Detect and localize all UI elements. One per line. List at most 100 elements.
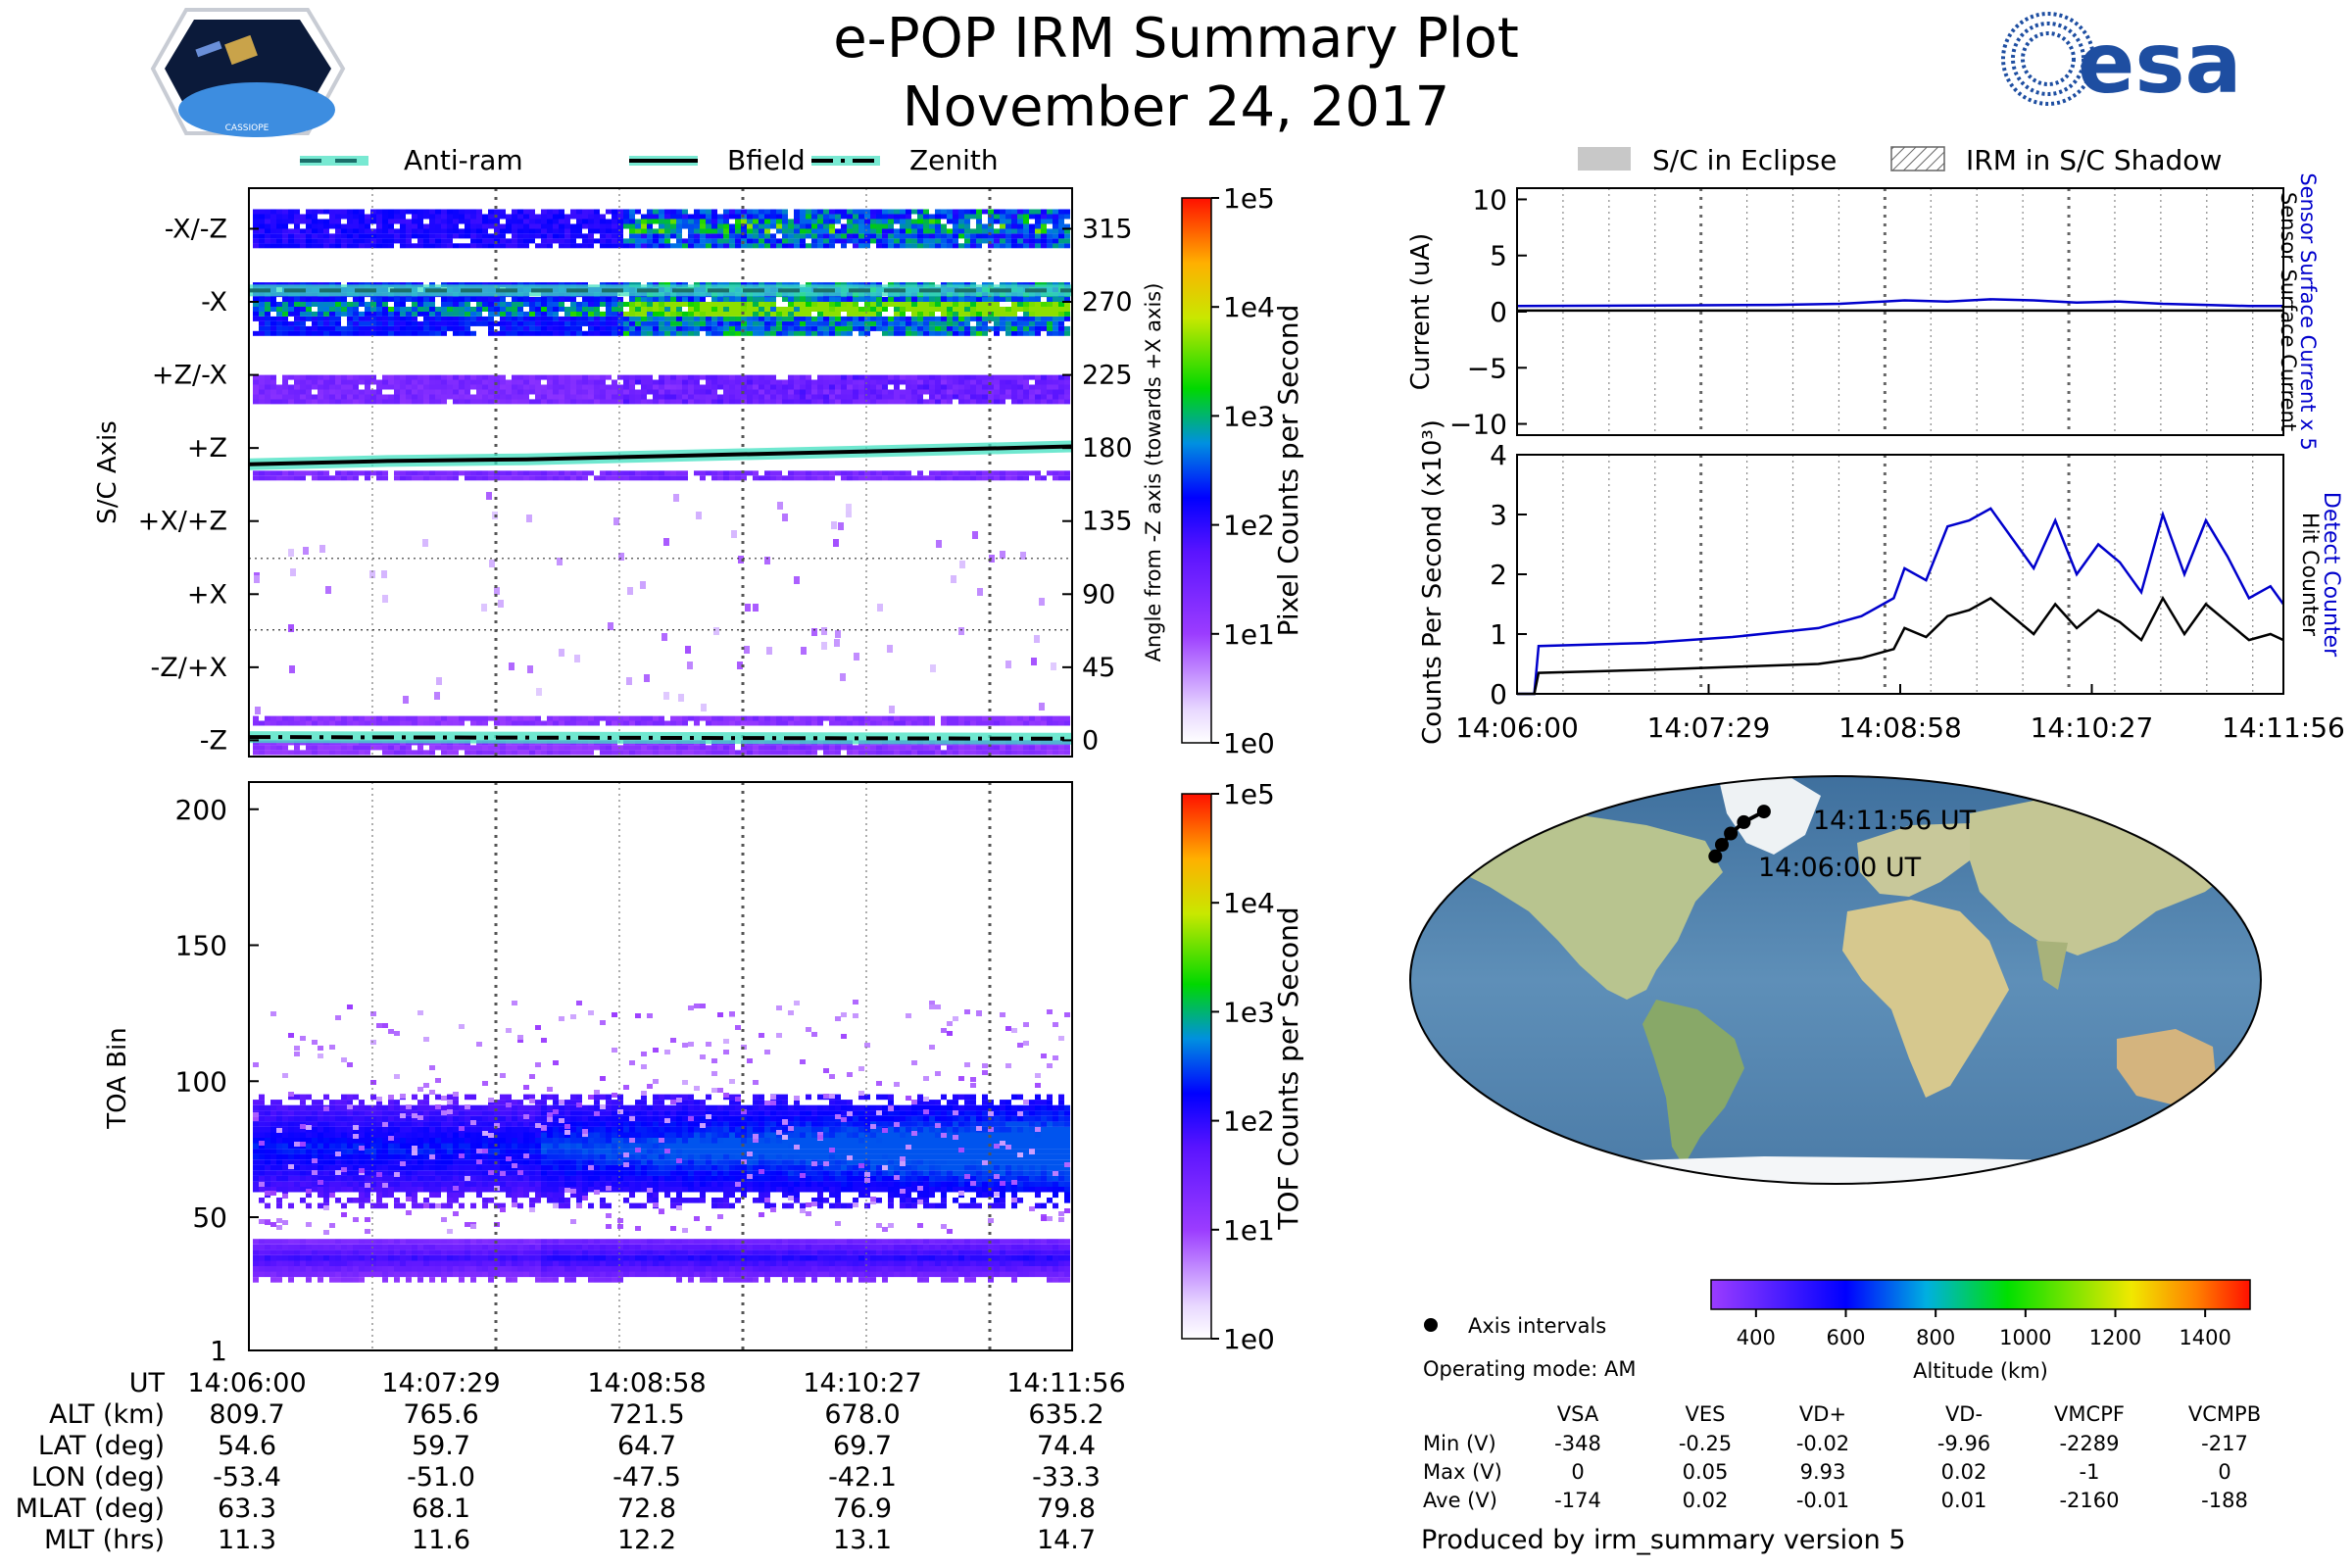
heat-cell (994, 399, 1000, 405)
heat-cell (858, 330, 864, 336)
heat-cell (465, 470, 470, 476)
heat-cell (388, 374, 394, 380)
heat-cell (465, 379, 470, 385)
heat-cell (482, 384, 488, 390)
heat-cell (623, 223, 629, 229)
angle-tick-label: 135 (1082, 507, 1133, 537)
toa-cell (312, 1110, 318, 1116)
heat-cell (747, 394, 753, 400)
heat-cell (876, 223, 882, 229)
heat-cell (559, 320, 564, 326)
heat-cell (782, 228, 788, 234)
heat-cell (288, 302, 294, 307)
heat-cell (417, 233, 423, 239)
toa-cell (288, 1121, 294, 1127)
heat-cell (617, 316, 623, 321)
heat-cell (676, 238, 682, 244)
heat-cell (906, 325, 911, 331)
heat-cell (794, 307, 800, 312)
heat-cell (864, 374, 870, 380)
heat-cell (541, 297, 547, 302)
heat-cell (270, 750, 276, 756)
heat-cell (753, 750, 759, 756)
heat-cell (864, 379, 870, 385)
heat-cell (282, 470, 288, 476)
heat-cell (606, 233, 612, 239)
heat-cell (288, 720, 294, 726)
heat-cell (394, 384, 400, 390)
toa-cell (276, 1115, 282, 1122)
heat-cell (670, 470, 676, 476)
heat-cell (429, 720, 435, 726)
heat-cell (353, 389, 359, 395)
heat-cell (582, 297, 588, 302)
heat-cell (788, 316, 794, 321)
heat-speckle (1051, 662, 1056, 670)
heat-cell (300, 394, 306, 400)
heat-cell (670, 219, 676, 224)
heat-cell (882, 750, 888, 756)
heat-speckle (696, 512, 702, 519)
toa-cell (306, 1271, 312, 1278)
heat-cell (711, 219, 717, 224)
heat-cell (858, 325, 864, 331)
heat-cell (276, 750, 282, 756)
heat-cell (600, 320, 606, 326)
heat-cell (488, 219, 494, 224)
heat-speckle (840, 673, 846, 681)
heat-cell (641, 475, 647, 481)
heat-cell (588, 297, 594, 302)
heat-cell (823, 389, 829, 395)
heat-cell (664, 243, 670, 249)
heat-cell (858, 399, 864, 405)
heat-cell (635, 243, 641, 249)
heat-cell (512, 214, 517, 220)
heat-cell (612, 316, 617, 321)
heat-cell (1058, 399, 1064, 405)
heat-cell (853, 745, 858, 751)
heat-cell (847, 307, 853, 312)
heat-cell (376, 209, 382, 215)
heat-cell (894, 325, 900, 331)
heat-cell (1058, 311, 1064, 317)
heat-cell (359, 325, 365, 331)
heat-cell (929, 330, 935, 336)
heat-cell (682, 311, 688, 317)
heat-cell (541, 233, 547, 239)
toa-heatmap (253, 1000, 1070, 1283)
toa-cell (270, 1132, 276, 1138)
toa-cell (370, 1250, 376, 1255)
heat-cell (600, 394, 606, 400)
heat-cell (500, 470, 506, 476)
heat-cell (517, 223, 523, 229)
heat-cell (606, 209, 612, 215)
heat-cell (435, 715, 441, 721)
heat-cell (747, 302, 753, 307)
heat-cell (729, 228, 735, 234)
toa-cell (318, 1138, 323, 1144)
heat-cell (606, 307, 612, 312)
heat-cell (465, 394, 470, 400)
heat-cell (1023, 475, 1029, 481)
heat-cell (788, 715, 794, 721)
heat-cell (406, 394, 412, 400)
heat-cell (953, 307, 958, 312)
heat-cell (641, 219, 647, 224)
toa-cell (329, 1159, 335, 1165)
heat-cell (318, 228, 323, 234)
heat-cell (1005, 745, 1011, 751)
heat-cell (717, 374, 723, 380)
heat-cell (382, 307, 388, 312)
heat-cell (700, 238, 706, 244)
heat-cell (388, 394, 394, 400)
heat-cell (864, 384, 870, 390)
toa-cell (276, 1104, 282, 1111)
heat-cell (1029, 715, 1035, 721)
heat-cell (253, 475, 259, 481)
heat-cell (806, 214, 811, 220)
page-title: e-POP IRM Summary Plot (833, 7, 1519, 71)
heat-cell (817, 330, 823, 336)
toa-cell (312, 1181, 318, 1187)
toa-speckle (259, 1141, 265, 1146)
heat-cell (459, 307, 465, 312)
